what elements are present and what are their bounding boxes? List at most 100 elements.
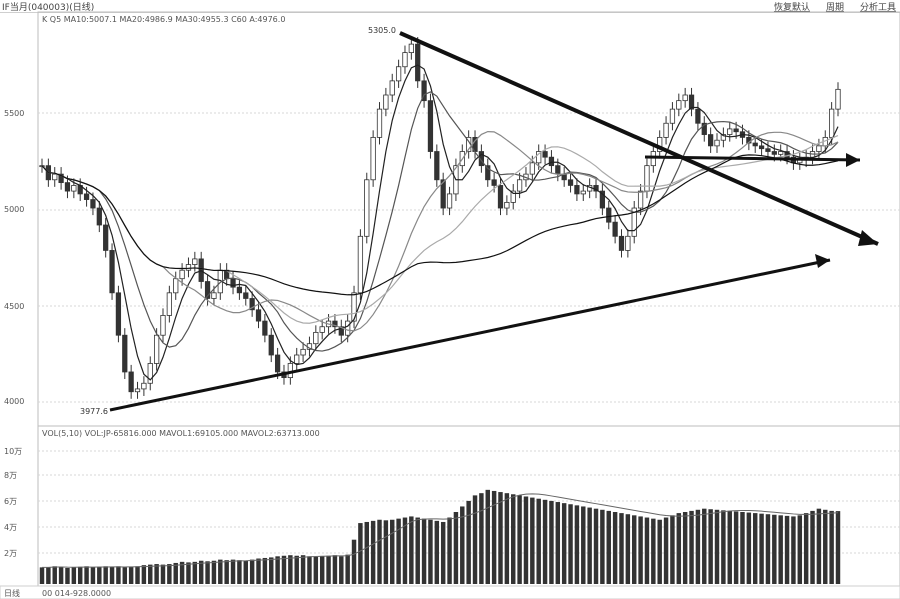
- candle-body: [364, 179, 370, 237]
- low-mark: 3977.6: [80, 407, 108, 416]
- volume-bar: [530, 497, 535, 584]
- volume-bar: [141, 565, 147, 584]
- candle-body: [115, 292, 122, 336]
- volume-bar: [243, 560, 249, 584]
- volume-bar: [281, 555, 287, 584]
- candle-body: [599, 190, 606, 209]
- volume-bar: [810, 510, 815, 584]
- candle-body: [83, 193, 90, 200]
- volume-bar: [319, 556, 325, 584]
- candle-body: [90, 199, 96, 209]
- volume-bar: [695, 509, 701, 584]
- candle-body: [536, 151, 542, 164]
- volume-bar: [90, 567, 96, 584]
- volume-bar: [262, 557, 268, 584]
- candle-body: [185, 264, 192, 271]
- ma10-line: [41, 91, 839, 352]
- volume-tick-10w: 10万: [4, 447, 22, 456]
- volume-bar: [568, 504, 573, 584]
- volume-bar: [682, 512, 688, 584]
- candle-body: [816, 145, 822, 152]
- volume-bar: [71, 567, 77, 584]
- volume-bar: [702, 508, 707, 584]
- candle-body: [389, 80, 395, 96]
- volume-bar: [581, 506, 586, 584]
- volume-bars-group: [39, 489, 841, 584]
- candle-body: [580, 190, 586, 195]
- candle-body: [720, 134, 727, 141]
- volume-bar: [593, 508, 599, 584]
- candle-body: [262, 320, 268, 336]
- volume-bar: [759, 513, 764, 584]
- volume-bar: [778, 515, 783, 584]
- volume-bar: [84, 566, 89, 584]
- volume-bar: [358, 523, 363, 584]
- volume-bar: [396, 518, 401, 584]
- candle-body: [71, 185, 77, 192]
- volume-bar: [377, 519, 382, 584]
- volume-bar: [122, 567, 128, 584]
- candle-body: [351, 292, 357, 322]
- trendline-support: [109, 258, 831, 412]
- candle-body: [771, 151, 777, 155]
- top-menu: 恢复默认 周期 分析工具: [774, 0, 896, 13]
- candle-body: [529, 162, 535, 175]
- candle-body: [160, 315, 166, 336]
- volume-bar: [383, 520, 389, 584]
- volume-bar: [733, 511, 739, 584]
- volume-bar: [218, 559, 223, 584]
- menu-item-period[interactable]: 周期: [825, 3, 844, 13]
- ma60-line: [41, 154, 839, 296]
- volume-bar: [721, 510, 726, 584]
- candle-body: [765, 148, 771, 152]
- volume-bar: [803, 513, 809, 584]
- menu-item-tools[interactable]: 分析工具: [859, 3, 896, 13]
- volume-bar: [269, 557, 274, 584]
- volume-bar: [46, 567, 51, 584]
- volume-bar: [205, 561, 210, 584]
- candle-body: [758, 145, 765, 150]
- volume-bar: [657, 519, 662, 584]
- volume-bar: [415, 517, 420, 584]
- volume-bar: [237, 560, 242, 584]
- candle-body: [153, 334, 160, 364]
- candle-body: [491, 179, 497, 186]
- candle-body: [300, 348, 306, 356]
- candle-body: [147, 363, 153, 384]
- candle-body: [555, 165, 561, 175]
- menu-item-reset[interactable]: 恢复默认: [773, 3, 810, 13]
- volume-bar: [823, 509, 828, 584]
- moving-averages-group: [41, 64, 839, 381]
- candle-body: [637, 190, 644, 209]
- candle-body: [631, 207, 637, 237]
- candle-body: [829, 108, 835, 138]
- candle-body: [618, 235, 625, 251]
- volume-bar: [65, 567, 70, 584]
- candle-body: [548, 156, 555, 167]
- volume-bar: [517, 495, 522, 584]
- candle-body: [784, 151, 790, 158]
- volume-bar: [829, 510, 834, 584]
- volume-bar: [536, 498, 541, 584]
- volume-bar: [179, 561, 185, 584]
- candle-body: [733, 128, 739, 133]
- volume-tick-2w: 2万: [4, 549, 17, 558]
- volume-tick-8w: 8万: [4, 471, 17, 480]
- candle-body: [128, 371, 134, 393]
- candles-group: [39, 37, 841, 399]
- volume-bar: [651, 518, 656, 584]
- candle-body: [516, 179, 523, 192]
- volume-tick-4w: 4万: [4, 523, 17, 532]
- candle-body: [395, 66, 402, 82]
- candle-body: [542, 151, 548, 158]
- candle-body: [778, 151, 784, 155]
- volume-bar: [52, 566, 57, 584]
- candle-body: [440, 179, 446, 209]
- candle-body: [688, 94, 695, 110]
- volume-bar: [128, 566, 134, 584]
- volume-bar: [97, 566, 102, 584]
- volume-bar: [746, 512, 752, 584]
- candle-body: [236, 286, 243, 294]
- volume-bar: [523, 496, 529, 584]
- candle-body: [682, 94, 688, 102]
